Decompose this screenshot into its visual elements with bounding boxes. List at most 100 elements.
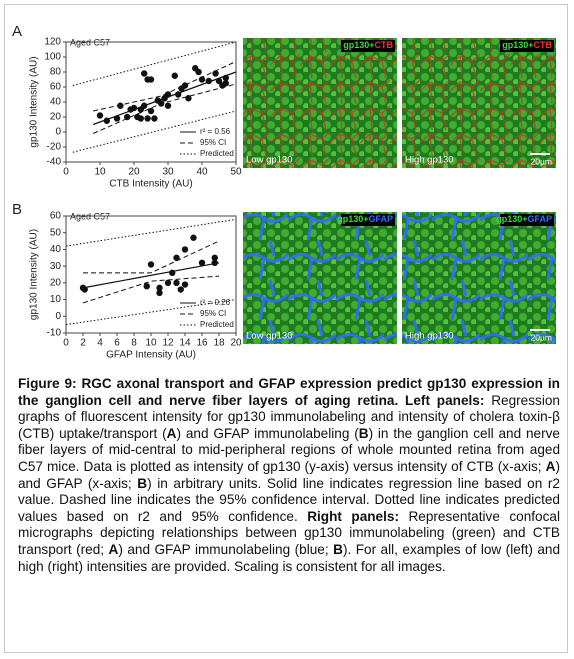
data-point — [181, 281, 189, 288]
data-point — [147, 107, 155, 115]
caption-text: A — [108, 541, 119, 557]
x-tick-label: 4 — [97, 338, 103, 349]
data-point — [175, 91, 182, 98]
x-tick-label: 0 — [63, 167, 69, 178]
stain-marker: gp130+ — [337, 214, 368, 224]
data-point — [198, 259, 206, 266]
x-tick-label: 50 — [230, 167, 242, 178]
data-point — [151, 115, 158, 122]
x-tick-label: 20 — [128, 167, 140, 178]
legend-label: 95% CI — [200, 138, 226, 147]
stain-name: CTB — [375, 40, 394, 50]
caption-text: A — [545, 458, 556, 474]
x-tick-label: 20 — [230, 338, 242, 349]
x-tick-label: 6 — [114, 338, 120, 349]
x-axis-label: GFAP Intensity (AU) — [106, 350, 196, 361]
x-tick-label: 16 — [196, 338, 208, 349]
stain-marker: gp130+ — [343, 40, 374, 50]
y-tick-label: 100 — [44, 52, 61, 63]
intensity-label: Low gp130 — [246, 155, 292, 166]
x-tick-label: 18 — [213, 338, 225, 349]
x-tick-label: 14 — [179, 338, 191, 349]
data-point — [147, 76, 155, 83]
figure-frame — [4, 4, 568, 653]
y-tick-label: 120 — [44, 37, 61, 48]
micrograph-overlay — [243, 212, 397, 344]
data-point — [173, 254, 180, 261]
x-tick-label: 0 — [63, 338, 69, 349]
data-point — [141, 70, 148, 77]
intensity-label: Low gp130 — [246, 331, 292, 342]
caption-text: A — [166, 425, 177, 441]
data-point — [156, 284, 163, 292]
x-tick-label: 2 — [80, 338, 86, 349]
caption-text: Regression graphs of fluorescent intensi… — [18, 392, 560, 441]
micrograph-overlay — [402, 212, 556, 344]
y-tick-label: -40 — [47, 157, 62, 168]
y-tick-label: 20 — [50, 277, 62, 288]
x-tick-label: 40 — [196, 167, 208, 178]
caption-text: ) and GFAP immunolabeling ( — [176, 425, 359, 441]
caption-text: B — [358, 425, 369, 441]
fit-line — [72, 110, 237, 153]
caption-text: ) and GFAP (x-axis; — [18, 458, 560, 491]
legend-label: r² = 0.56 — [200, 127, 231, 136]
x-tick-label: 30 — [162, 167, 174, 178]
data-point — [164, 91, 172, 98]
fit-line — [82, 262, 220, 289]
stain-label: gp130+GFAP — [496, 214, 552, 224]
data-point — [113, 115, 121, 122]
data-point — [137, 115, 144, 122]
y-tick-label: -20 — [47, 142, 62, 153]
y-axis-label: gp130 Intensity (AU) — [29, 56, 40, 147]
y-tick-label: 50 — [50, 227, 62, 238]
y-tick-label: 0 — [55, 311, 61, 322]
data-point — [195, 68, 202, 76]
data-point — [185, 95, 192, 102]
data-point — [173, 279, 180, 287]
stain-label-bg — [341, 214, 395, 226]
data-point — [117, 102, 124, 109]
data-point — [81, 286, 88, 293]
y-tick-label: 40 — [50, 244, 62, 255]
panel-label: B — [12, 201, 22, 218]
stain-label: gp130+CTB — [502, 40, 552, 50]
data-point — [181, 246, 189, 253]
caption-text: B — [333, 541, 343, 557]
data-point — [171, 72, 178, 79]
x-tick-label: 10 — [94, 167, 106, 178]
caption-text: B — [137, 475, 148, 491]
data-point — [164, 279, 172, 287]
fit-line — [72, 41, 237, 86]
stain-marker: gp130+ — [496, 214, 527, 224]
y-tick-label: 10 — [50, 294, 62, 305]
data-point — [96, 112, 104, 119]
legend-label: Predicted — [200, 149, 234, 158]
x-axis-label: CTB Intensity (AU) — [109, 179, 192, 190]
caption-text: ) in the ganglion cell and nerve fiber l… — [18, 425, 560, 474]
stain-label: gp130+GFAP — [337, 214, 393, 224]
data-point — [124, 113, 131, 121]
data-point — [198, 76, 206, 83]
caption: Figure 9: RGC axonal transport and GFAP … — [18, 376, 560, 575]
caption-text: Figure 9: RGC axonal transport and GFAP … — [18, 376, 560, 408]
data-point — [164, 102, 172, 109]
y-tick-label: -10 — [47, 328, 62, 339]
data-point — [190, 234, 197, 241]
x-tick-label: 8 — [131, 338, 137, 349]
fit-line — [93, 61, 237, 112]
fit-line — [92, 83, 237, 134]
y-tick-label: 60 — [50, 211, 62, 222]
y-tick-label: 0 — [55, 127, 61, 138]
stain-marker: gp130+ — [502, 40, 533, 50]
x-tick-label: 12 — [162, 338, 174, 349]
legend-label: Predicted — [200, 320, 234, 329]
data-point — [177, 286, 184, 293]
stain-label-bg — [500, 214, 554, 226]
data-point — [103, 117, 111, 124]
y-axis-label: gp130 Intensity (AU) — [29, 229, 40, 320]
stain-name: GFAP — [368, 214, 393, 224]
data-point — [144, 115, 151, 122]
